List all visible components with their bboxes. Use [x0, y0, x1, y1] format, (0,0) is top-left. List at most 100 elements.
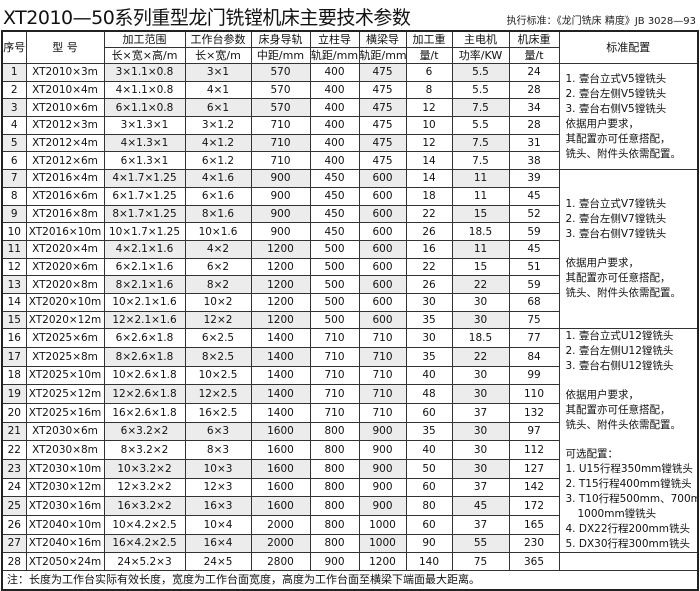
cell-machine-weight: 77 — [508, 328, 560, 348]
cell-range: 16×4.2×2.5 — [103, 533, 186, 554]
cell-beam-guide: 600 — [358, 275, 407, 294]
cell-machine-weight: 28 — [508, 80, 560, 100]
cell-load: 10 — [405, 116, 453, 135]
cell-model: XT2040×10m — [25, 514, 105, 535]
cell-load: 12 — [405, 133, 453, 153]
cell-model: XT2020×10m — [25, 292, 105, 312]
cell-seq: 13 — [1, 275, 27, 294]
config-line: 2. T15行程400mm镗铣头 — [565, 478, 692, 491]
cell-load: 22 — [405, 204, 453, 224]
cell-machine-weight: 59 — [508, 222, 560, 241]
cell-model: XT2030×16m — [25, 496, 105, 516]
cell-model: XT2025×8m — [25, 346, 105, 367]
cell-load: 30 — [405, 328, 453, 348]
cell-load: 12 — [405, 98, 453, 118]
cell-table-size: 8×2.5 — [184, 346, 252, 367]
cell-motor-power: 11 — [451, 239, 510, 259]
cell-table-size: 10×4 — [184, 514, 252, 535]
cell-seq: 8 — [1, 186, 27, 206]
config-line: 4. DX22行程200mm铣头 — [565, 523, 691, 536]
cell-motor-power: 7.5 — [451, 151, 510, 171]
config-line: 3. 壹台右侧V5镗铣头 — [565, 102, 667, 115]
cell-model: XT2040×16m — [25, 533, 105, 554]
cell-column-guide: 710 — [309, 328, 360, 348]
cell-column-guide: 710 — [309, 346, 360, 367]
config-line: 5. DX30行程300mm铣头 — [565, 538, 691, 551]
cell-motor-power: 30 — [451, 384, 510, 404]
cell-range: 6×3.2×2 — [103, 421, 186, 442]
cell-beam-guide: 710 — [358, 346, 407, 367]
cell-model: XT2030×12m — [25, 477, 105, 498]
cell-column-guide: 400 — [309, 63, 360, 82]
header-weight-unit: 量/t — [508, 47, 560, 64]
cell-beam-guide: 475 — [358, 98, 407, 118]
cell-seq: 9 — [1, 204, 27, 224]
cell-range: 8×2.6×1.8 — [103, 346, 186, 367]
cell-table-size: 6×1 — [184, 98, 252, 118]
config-line: 1000mm镗铣头 — [577, 508, 657, 521]
cell-motor-power: 30 — [451, 310, 510, 330]
config-line: 其配置亦可任意搭配， — [565, 132, 671, 145]
cell-table-size: 4×1.6 — [184, 169, 252, 188]
cell-table-size: 12×3 — [184, 477, 252, 498]
cell-bed-guide: 2800 — [250, 552, 311, 571]
cell-table-size: 6×2.5 — [184, 328, 252, 348]
cell-column-guide: 710 — [309, 365, 360, 386]
cell-motor-power: 22 — [451, 275, 510, 294]
cell-seq: 10 — [1, 222, 27, 241]
cell-beam-guide: 600 — [358, 222, 407, 241]
cell-column-guide: 500 — [309, 239, 360, 259]
cell-load: 35 — [405, 346, 453, 367]
cell-machine-weight: 165 — [508, 514, 560, 535]
cell-table-size: 10×2.5 — [184, 365, 252, 386]
cell-seq: 20 — [1, 402, 27, 423]
cell-bed-guide: 1400 — [250, 365, 311, 386]
cell-model: XT2025×16m — [25, 402, 105, 423]
cell-range: 4×1.3×1 — [103, 133, 186, 153]
config-line: 2. 壹台左侧U12镗铣头 — [565, 345, 674, 358]
cell-load: 60 — [405, 402, 453, 423]
cell-bed-guide: 1200 — [250, 310, 311, 330]
cell-bed-guide: 1600 — [250, 421, 311, 442]
cell-machine-weight: 97 — [508, 421, 560, 442]
cell-load: 35 — [405, 310, 453, 330]
cell-load: 40 — [405, 440, 453, 460]
cell-machine-weight: 59 — [508, 275, 560, 294]
cell-beam-guide: 600 — [358, 310, 407, 330]
config-line: 依据用户要求， — [565, 117, 640, 130]
cell-machine-weight: 172 — [508, 496, 560, 516]
header-weight: 机床重 — [508, 30, 560, 48]
cell-seq: 16 — [1, 328, 27, 348]
cell-beam-guide: 1000 — [358, 514, 407, 535]
header-bed-unit: 中距/mm — [250, 47, 311, 64]
table-row: 14 XT2020×10m 10×2.1×1.6 10×2 1200 500 600 30 30… — [1, 292, 698, 312]
cell-beam-guide: 900 — [358, 421, 407, 442]
cell-model: XT2030×8m — [25, 440, 105, 460]
cell-column-guide: 450 — [309, 169, 360, 188]
header-table: 工作台参数 — [184, 30, 252, 48]
cell-machine-weight: 38 — [508, 151, 560, 171]
cell-beam-guide: 600 — [358, 239, 407, 259]
cell-beam-guide: 1000 — [358, 533, 407, 554]
cell-seq: 27 — [1, 533, 27, 554]
cell-bed-guide: 1600 — [250, 477, 311, 498]
cell-load: 140 — [405, 552, 453, 571]
cell-range: 12×3.2×2 — [103, 477, 186, 498]
cell-machine-weight: 45 — [508, 186, 560, 206]
header-range-unit: 长×宽×高/m — [103, 47, 186, 64]
cell-beam-guide: 475 — [358, 80, 407, 100]
config-line: 依据用户要求， — [565, 257, 640, 270]
cell-table-size: 16×2.5 — [184, 402, 252, 423]
cell-range: 6×1.1×0.8 — [103, 98, 186, 118]
spec-table: 序号 型 号 加工范围 工作台参数 床身导轨 立柱导 横梁导 加工重 主电机 机… — [1, 30, 699, 591]
cell-motor-power: 5.5 — [451, 116, 510, 135]
cell-range: 8×1.7×1.25 — [103, 204, 186, 224]
cell-seq: 25 — [1, 496, 27, 516]
config-cell: 1. 壹台立式U12镗铣头 2. 壹台左侧U12镗铣头 3. 壹台右侧U12镗铣头依… — [558, 328, 699, 554]
cell-column-guide: 500 — [309, 257, 360, 277]
cell-beam-guide: 710 — [358, 384, 407, 404]
cell-range: 16×3.2×2 — [103, 496, 186, 516]
cell-bed-guide: 710 — [250, 116, 311, 135]
standard-reference: 执行标准：《龙门铣床 精度》JB 3028—93 — [506, 16, 696, 27]
config-line: 其配置亦可任意搭配， — [565, 404, 671, 417]
